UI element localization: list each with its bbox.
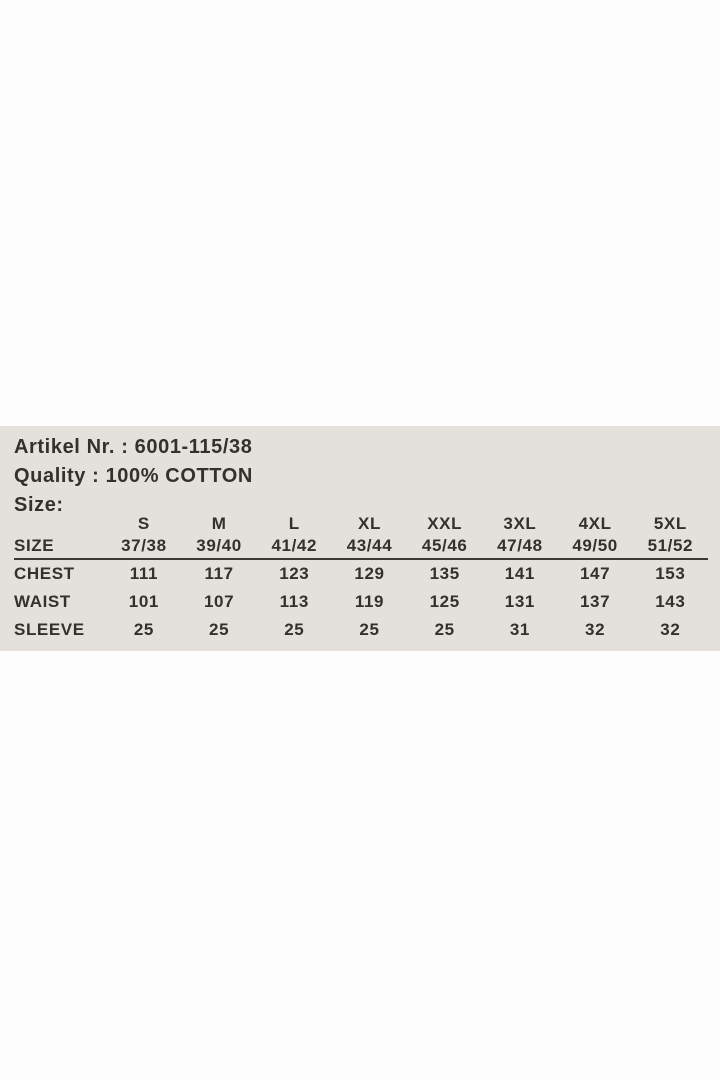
sleeve-value-cell: 25 [359,620,380,639]
table-row-chest: CHEST 111 117 123 129 135 141 147 153 [14,559,708,588]
size-letter-cell: M [211,514,227,533]
quality-line: Quality : 100% COTTON [14,465,253,487]
size-chart-panel: Artikel Nr. : 6001-115/38 Quality : 100%… [0,426,720,651]
sleeve-value-cell: 25 [133,620,154,639]
sleeve-value-cell: 25 [209,620,230,639]
artikel-number: Artikel Nr. : 6001-115/38 [14,436,253,458]
waist-value-cell: 143 [655,592,686,611]
size-range-cell: 49/50 [557,534,633,560]
size-range-cell: 47/48 [482,534,558,560]
size-letter-cell: 3XL [503,514,537,533]
sleeve-value-cell: 31 [509,620,530,639]
chest-value-cell: 135 [429,564,460,583]
size-letter-cell: S [137,514,150,533]
row-label-waist: WAIST [14,592,71,611]
empty-header-cell [14,514,106,534]
size-letter-cell: XXL [427,514,463,533]
size-letter-cell: L [288,514,300,533]
sleeve-value-cell: 32 [585,620,606,639]
chest-value-cell: 123 [279,564,310,583]
chest-value-cell: 117 [204,564,234,583]
size-range-row: SIZE 37/38 39/40 41/42 43/44 45/46 47/48… [14,534,708,560]
waist-value-cell: 131 [504,592,535,611]
size-letter-cell: XL [358,514,381,533]
waist-value-cell: 137 [580,592,611,611]
chest-value-cell: 111 [129,564,159,583]
size-range-cell: 41/42 [256,534,332,560]
row-label-chest: CHEST [14,564,75,583]
table-row-waist: WAIST 101 107 113 119 125 131 137 143 [14,588,708,616]
size-heading: Size: [14,494,64,516]
waist-value-cell: 107 [203,592,235,611]
size-table: S M L XL XXL 3XL 4XL 5XL SIZE 37/38 39/4… [14,514,708,644]
chest-value-cell: 147 [580,564,611,583]
size-row-header: SIZE [14,534,107,560]
waist-value-cell: 125 [429,592,460,611]
chest-value-cell: 153 [655,564,686,583]
row-label-sleeve: SLEEVE [14,620,85,639]
sleeve-value-cell: 25 [434,620,455,639]
size-range-cell: 39/40 [181,534,257,560]
size-range-cell: 51/52 [632,534,708,560]
size-letter-cell: 4XL [578,514,612,533]
size-range-cell: 45/46 [407,534,483,560]
chest-value-cell: 141 [504,564,535,583]
size-range-cell: 37/38 [106,534,182,560]
sleeve-value-cell: 25 [284,620,305,639]
chest-value-cell: 129 [354,564,385,583]
sleeve-value-cell: 32 [660,620,681,639]
table-row-sleeve: SLEEVE 25 25 25 25 25 31 32 32 [14,616,708,644]
waist-value-cell: 113 [279,592,309,611]
waist-value-cell: 119 [354,592,385,611]
product-info-block: Artikel Nr. : 6001-115/38 Quality : 100%… [14,433,253,520]
size-letter-row: S M L XL XXL 3XL 4XL 5XL [14,514,708,534]
waist-value-cell: 101 [128,592,159,611]
size-range-cell: 43/44 [331,534,408,560]
size-letter-cell: 5XL [653,514,687,533]
